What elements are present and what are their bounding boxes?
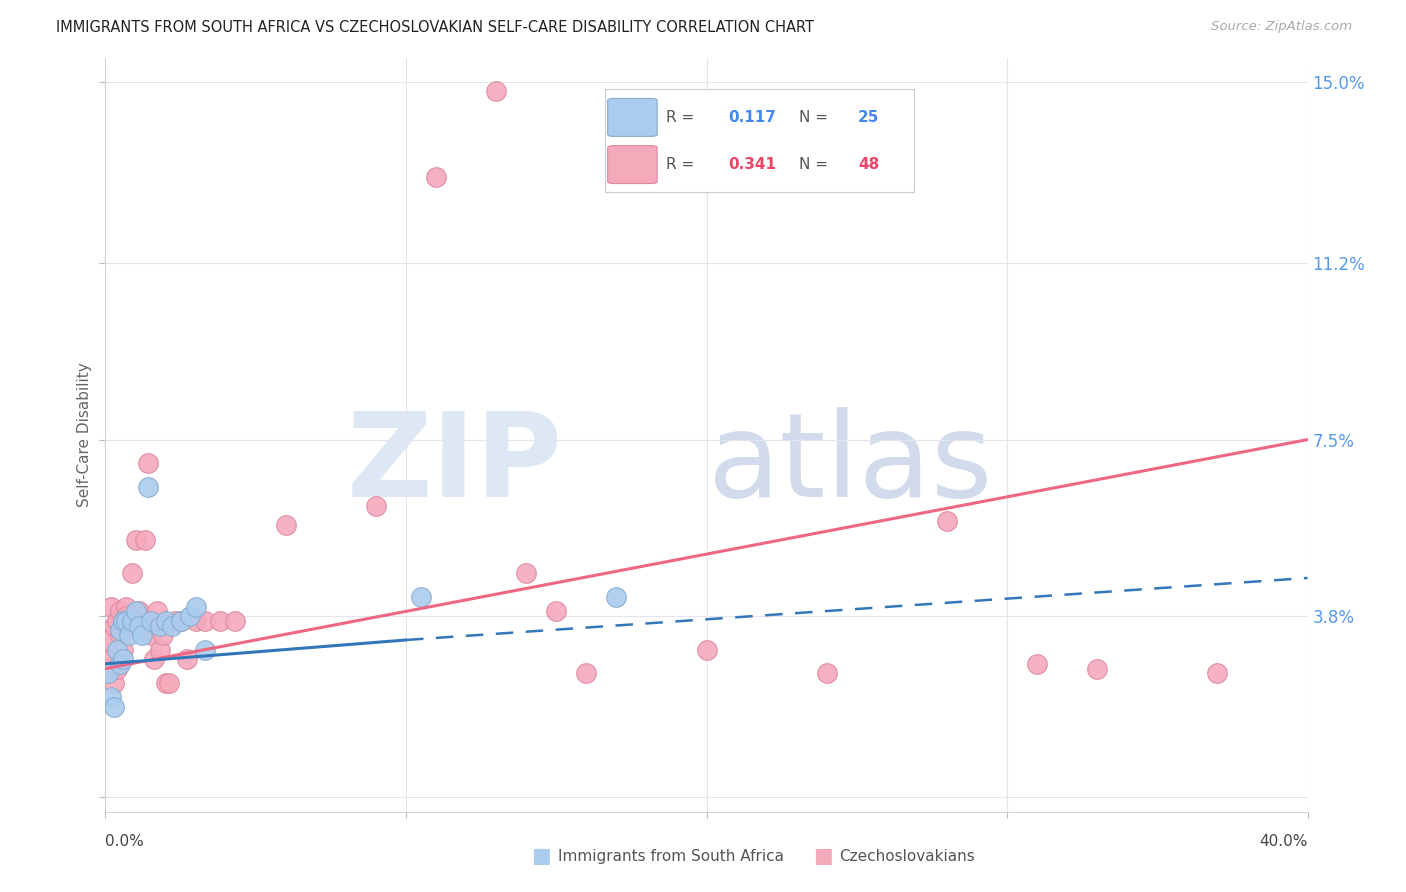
Point <box>139 628 162 642</box>
Point <box>163 614 186 628</box>
Text: 48: 48 <box>858 157 880 171</box>
Point <box>124 604 146 618</box>
Point <box>274 518 297 533</box>
Point <box>169 614 191 628</box>
Point <box>142 652 165 666</box>
Point <box>124 533 146 547</box>
Point <box>100 599 122 614</box>
Point <box>575 666 598 681</box>
Text: 0.0%: 0.0% <box>105 834 145 848</box>
Point <box>112 614 135 628</box>
Point <box>112 652 135 666</box>
Point <box>110 624 132 638</box>
Point <box>152 628 174 642</box>
Point <box>107 662 129 676</box>
Text: Czechoslovakians: Czechoslovakians <box>839 849 976 863</box>
Point <box>107 642 129 657</box>
Point <box>179 609 201 624</box>
Point <box>148 618 170 632</box>
Text: 0.341: 0.341 <box>728 157 776 171</box>
Point <box>176 652 198 666</box>
Text: atlas: atlas <box>709 408 994 523</box>
Text: R =: R = <box>666 157 695 171</box>
FancyBboxPatch shape <box>607 98 657 136</box>
Point <box>1026 657 1049 671</box>
Point <box>155 676 177 690</box>
Point <box>425 170 447 185</box>
Point <box>112 642 135 657</box>
Point <box>103 699 125 714</box>
Point <box>208 614 231 628</box>
Point <box>136 457 159 471</box>
Point <box>103 676 125 690</box>
Point <box>128 618 150 632</box>
Point <box>936 514 959 528</box>
Point <box>97 666 120 681</box>
Text: Immigrants from South Africa: Immigrants from South Africa <box>558 849 785 863</box>
Point <box>139 614 162 628</box>
Text: N =: N = <box>800 111 828 126</box>
Point <box>148 642 170 657</box>
Point <box>605 590 627 604</box>
Point <box>485 84 508 98</box>
Text: ■: ■ <box>531 847 551 866</box>
Text: 0.117: 0.117 <box>728 111 776 126</box>
Point <box>136 480 159 494</box>
Point <box>160 618 183 632</box>
Point <box>409 590 432 604</box>
Point <box>546 604 568 618</box>
Point <box>121 566 143 581</box>
Point <box>131 628 153 642</box>
Text: 40.0%: 40.0% <box>1260 834 1308 848</box>
Point <box>110 604 132 618</box>
Point <box>100 652 122 666</box>
Text: R =: R = <box>666 111 695 126</box>
Point <box>1085 662 1108 676</box>
Point <box>194 642 217 657</box>
Point <box>515 566 537 581</box>
Text: Source: ZipAtlas.com: Source: ZipAtlas.com <box>1212 20 1353 33</box>
Point <box>696 642 718 657</box>
Point <box>121 614 143 628</box>
Point <box>97 662 120 676</box>
Text: 25: 25 <box>858 111 880 126</box>
Point <box>131 614 153 628</box>
Text: ZIP: ZIP <box>346 408 562 523</box>
Point <box>110 628 132 642</box>
Point <box>115 609 138 624</box>
Point <box>128 604 150 618</box>
Point <box>364 500 387 514</box>
Point <box>157 676 180 690</box>
Point <box>110 657 132 671</box>
Text: ■: ■ <box>813 847 832 866</box>
Point <box>134 533 156 547</box>
Point <box>97 632 120 647</box>
Point <box>145 604 167 618</box>
Point <box>184 614 207 628</box>
Point <box>112 614 135 628</box>
Y-axis label: Self-Care Disability: Self-Care Disability <box>76 362 91 508</box>
Point <box>1206 666 1229 681</box>
Point <box>115 599 138 614</box>
Point <box>115 614 138 628</box>
Point <box>815 666 838 681</box>
Point <box>155 614 177 628</box>
Text: IMMIGRANTS FROM SOUTH AFRICA VS CZECHOSLOVAKIAN SELF-CARE DISABILITY CORRELATION: IMMIGRANTS FROM SOUTH AFRICA VS CZECHOSL… <box>56 20 814 35</box>
Point <box>224 614 246 628</box>
Point <box>100 690 122 705</box>
Point <box>184 599 207 614</box>
FancyBboxPatch shape <box>607 145 657 184</box>
Point <box>118 628 141 642</box>
Point <box>169 614 191 628</box>
Point <box>194 614 217 628</box>
Point <box>107 614 129 628</box>
Point <box>118 614 141 628</box>
Point <box>103 618 125 632</box>
Text: N =: N = <box>800 157 828 171</box>
